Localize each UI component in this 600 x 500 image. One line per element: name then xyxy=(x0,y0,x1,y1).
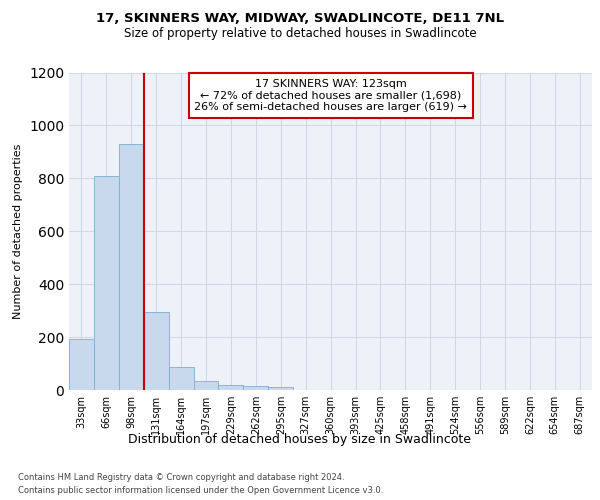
Bar xyxy=(144,312,169,390)
Bar xyxy=(218,384,244,390)
Text: Contains public sector information licensed under the Open Government Licence v3: Contains public sector information licen… xyxy=(18,486,383,495)
Bar xyxy=(268,388,293,390)
Y-axis label: Number of detached properties: Number of detached properties xyxy=(13,144,23,319)
Bar xyxy=(194,380,218,390)
Text: 17 SKINNERS WAY: 123sqm
← 72% of detached houses are smaller (1,698)
26% of semi: 17 SKINNERS WAY: 123sqm ← 72% of detache… xyxy=(194,79,467,112)
Text: Size of property relative to detached houses in Swadlincote: Size of property relative to detached ho… xyxy=(124,28,476,40)
Bar xyxy=(94,176,119,390)
Text: Distribution of detached houses by size in Swadlincote: Distribution of detached houses by size … xyxy=(128,432,472,446)
Bar xyxy=(69,339,94,390)
Bar xyxy=(169,367,194,390)
Bar xyxy=(119,144,144,390)
Text: 17, SKINNERS WAY, MIDWAY, SWADLINCOTE, DE11 7NL: 17, SKINNERS WAY, MIDWAY, SWADLINCOTE, D… xyxy=(96,12,504,26)
Text: Contains HM Land Registry data © Crown copyright and database right 2024.: Contains HM Land Registry data © Crown c… xyxy=(18,472,344,482)
Bar xyxy=(244,386,268,390)
